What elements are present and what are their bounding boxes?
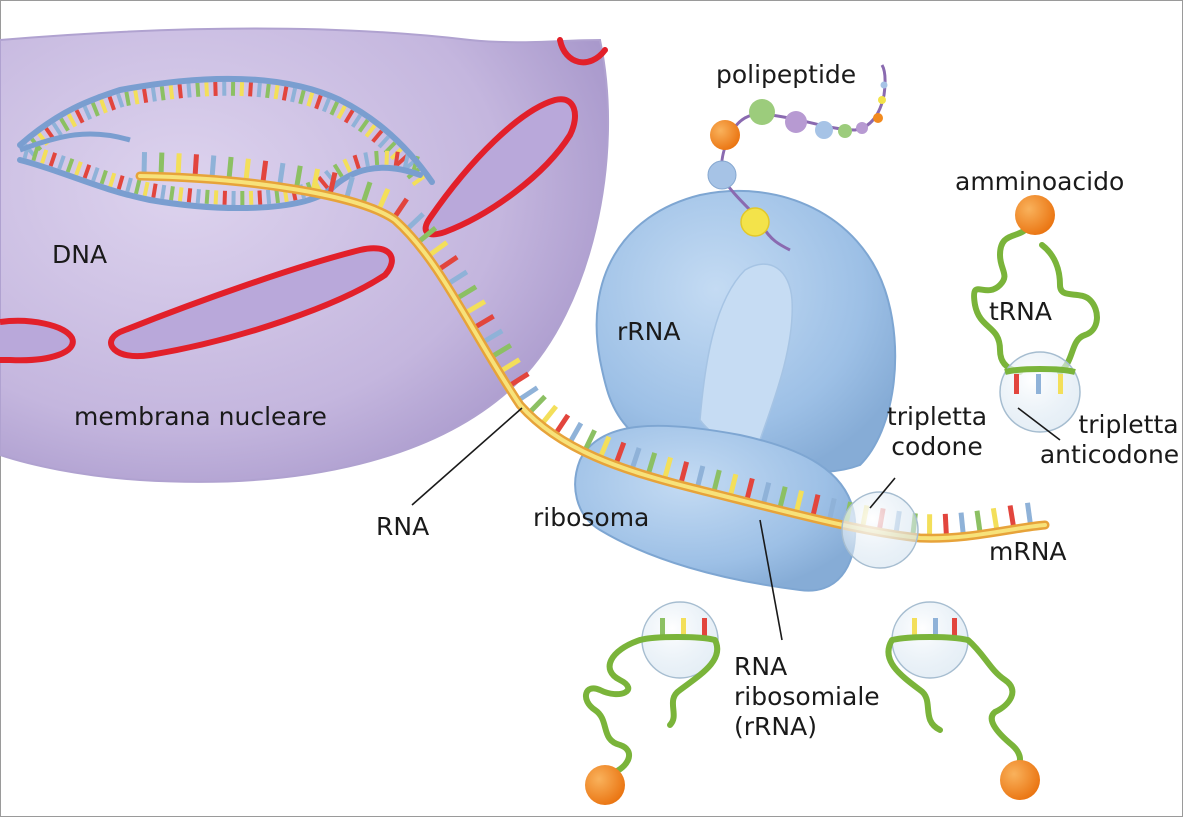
nucleotide-base	[188, 84, 189, 98]
label-codon-line1: tripletta	[878, 402, 996, 432]
amino-acid-lightblue	[815, 121, 833, 139]
label-codon-line2: codone	[878, 432, 996, 462]
nucleotide-base	[1010, 506, 1013, 526]
nucleotide-base	[276, 85, 278, 99]
nucleotide-base	[993, 508, 996, 528]
label-ribosome: ribosoma	[533, 503, 649, 533]
amino-acid-purple	[785, 111, 807, 133]
nucleotide-base	[206, 82, 207, 96]
nucleotide-base	[198, 189, 199, 203]
anticodon-base-1	[1014, 374, 1019, 394]
trna-bottom-left-amino	[585, 765, 625, 805]
nucleotide-base	[268, 190, 269, 204]
nucleotide-base	[376, 151, 377, 165]
nucleotide-base	[396, 152, 398, 166]
amino-acid-on-trna	[1015, 195, 1055, 235]
label-codon: tripletta codone	[878, 402, 996, 462]
nucleotide-base	[197, 83, 198, 97]
label-dna: DNA	[52, 240, 107, 270]
nucleotide-base	[242, 82, 243, 96]
label-ribosomal-rna-line2: ribosomiale	[720, 682, 888, 712]
amino-acid-small-purple	[856, 122, 868, 134]
nucleotide-base	[1027, 503, 1030, 523]
nucleotide-base	[207, 190, 208, 204]
nucleotide-base	[945, 514, 946, 534]
nucleotide-base	[162, 86, 164, 100]
nucleotide-base	[365, 152, 368, 166]
codon-bubble	[842, 492, 918, 568]
nucleotide-base	[178, 153, 179, 173]
nucleotide-base	[259, 191, 260, 205]
nucleotide-base	[126, 92, 128, 106]
nucleotide-base	[180, 84, 181, 98]
label-anticodon-line2: anticodone	[1036, 440, 1183, 470]
nucleotide-base	[171, 85, 173, 99]
nucleotide-base	[250, 82, 251, 96]
nucleotide-base	[135, 90, 137, 104]
nucleotide-base	[162, 185, 164, 199]
nucleotide-base	[961, 513, 963, 533]
amino-acid-small-green	[838, 124, 852, 138]
label-nuclear-membrane: membrana nucleare	[74, 402, 327, 432]
nucleotide-base	[259, 83, 260, 97]
label-anticodon: tripletta anticodone	[1036, 410, 1183, 470]
amino-acid-orange	[710, 120, 740, 150]
nucleotide-base	[161, 153, 162, 173]
nucleotide-base	[246, 159, 248, 179]
amino-acid-tiny-yellow	[878, 96, 886, 104]
nucleotide-base	[144, 89, 146, 103]
nucleotide-base	[263, 161, 266, 181]
amino-acid-yellow	[741, 208, 769, 236]
nucleotide-base	[171, 186, 173, 200]
trna-bottom-right-amino	[1000, 760, 1040, 800]
nucleotide-base	[153, 184, 155, 198]
label-mrna: mRNA	[989, 537, 1067, 567]
nucleotide-base	[386, 151, 387, 165]
amino-acid-tiny-orange	[873, 113, 883, 123]
nucleotide-base	[189, 188, 190, 202]
label-trna: tRNA	[989, 297, 1052, 327]
anticodon-base-2	[1036, 374, 1041, 394]
label-amino-acid: amminoacido	[955, 167, 1124, 197]
label-rrna-top: rRNA	[617, 317, 680, 347]
trna-right-anticodon-loop	[1005, 369, 1075, 372]
nucleotide-base	[280, 163, 283, 183]
label-anticodon-line1: tripletta	[1036, 410, 1183, 440]
nucleotide-base	[297, 166, 300, 186]
nucleotide-base	[284, 87, 287, 101]
nucleotide-base	[195, 154, 196, 174]
label-ribosomal-rna: RNA ribosomiale (rRNA)	[720, 652, 888, 742]
nucleotide-base	[212, 156, 214, 176]
amino-acid-tiny-blue	[881, 82, 888, 89]
membrane-fold-left	[0, 321, 73, 360]
nucleotide-base	[267, 84, 269, 98]
nucleotide-base	[153, 88, 155, 102]
amino-acid-green	[749, 99, 775, 125]
nucleotide-base	[180, 187, 182, 201]
anticodon-base-3	[1058, 374, 1063, 394]
label-rna: RNA	[376, 512, 429, 542]
label-ribosomal-rna-line3: (rRNA)	[720, 712, 888, 742]
nucleotide-base	[229, 157, 231, 177]
label-ribosomal-rna-line1: RNA	[720, 652, 888, 682]
nucleotide-base	[216, 190, 217, 204]
nucleotide-base	[276, 189, 278, 203]
nucleotide-base	[977, 511, 980, 531]
amino-acid-blue	[708, 161, 736, 189]
label-polypeptide: polipeptide	[716, 60, 856, 90]
